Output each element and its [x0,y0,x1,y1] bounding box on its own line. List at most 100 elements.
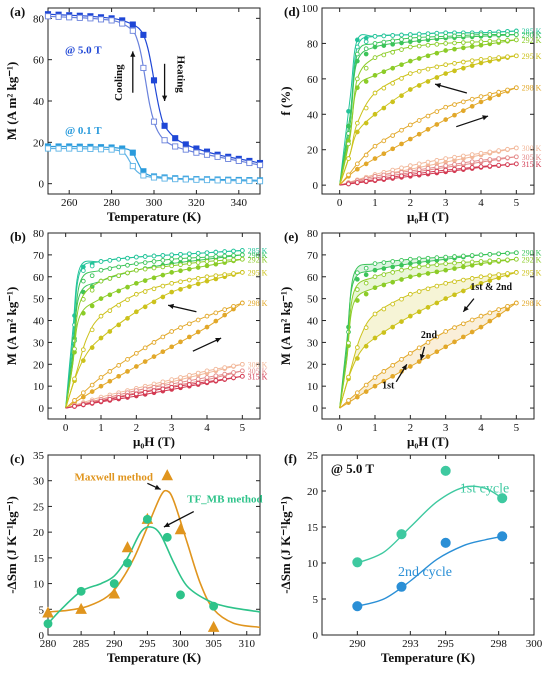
data-point-up [407,58,413,64]
data-point-down [390,80,396,86]
data-point-up [487,318,493,324]
data-point-down [443,104,449,110]
data-point-down [416,43,422,49]
data-point-up [416,272,422,278]
tfmb-point [123,558,132,568]
data-point-down [390,301,396,307]
cycle-point [440,537,451,548]
data-point-down [469,96,475,102]
panel-letter: (c) [10,451,24,466]
temperature-label: 298 K [522,299,542,308]
data-point-cooling [235,157,242,164]
y-tick-label: 35 [33,450,45,462]
data-point-up [390,264,396,270]
x-tick-label: 0 [63,422,69,434]
data-point-down [125,393,130,398]
temperature-label: 298 K [522,84,542,93]
data-point-down [204,254,210,260]
data-point-down [89,287,95,293]
data-point-down [89,400,95,406]
data-point-down [487,32,493,37]
data-point-up [407,136,413,142]
data-point-down [416,35,422,41]
maxwell-point [75,602,87,614]
data-point-down [443,167,449,173]
data-point-down [505,257,510,263]
data-point-down [239,368,245,374]
data-point-down [372,375,378,380]
data-point-down [478,259,484,264]
decrease-arrow-head [435,83,441,89]
data-point-down [89,273,95,279]
x-tick-label: 1 [372,197,378,209]
data-point-down [399,37,404,42]
cycle-fit-curve [357,535,503,607]
data-point-down [116,395,122,400]
data-point-down [478,164,484,169]
data-point-up [425,305,431,310]
x-tick-label: 340 [231,197,248,209]
data-point-cooling [44,145,52,152]
data-point-up [133,309,139,315]
x-axis-label: Temperature (K) [107,650,201,665]
second-arrow-head [419,354,425,360]
data-point-down [496,32,502,37]
data-point-down [186,277,192,283]
data-point-down [354,51,360,57]
data-point-up [478,324,484,330]
data-point-down [142,389,148,395]
data-point-down [346,172,351,178]
y-tick-label: 70 [307,250,319,262]
data-point-cooling [66,145,73,152]
legend-cycle-1: 1st cycle [460,481,509,496]
data-point-cooling [161,137,168,144]
x-axis-label: μ₀H (T) [407,434,449,449]
plot-frame [47,7,261,195]
data-point-up [169,289,175,295]
data-point-down [169,377,175,382]
temperature-label: 300 K [248,360,268,369]
data-point-down [390,174,396,180]
data-point-down [452,325,457,330]
data-point-up [399,93,404,99]
data-point-down [513,300,519,306]
cycle-point [440,465,451,476]
data-point-cooling [193,149,200,156]
x-axis-label: Temperature (K) [107,209,201,224]
data-point-down [125,270,130,276]
data-point-down [98,398,104,404]
data-point-down [381,369,387,374]
data-point-down [125,262,130,268]
data-point-up [469,329,475,335]
data-point-up [399,62,404,68]
x-tick-label: 5 [514,197,520,209]
y-tick-label: 80 [307,228,319,240]
data-point-cooling [182,176,189,183]
decrease-arrow-head [168,303,174,309]
data-point-up [107,292,113,298]
y-tick-label: 20 [307,145,319,157]
data-point-cooling [182,146,189,153]
data-point-down [513,85,519,91]
data-point-cooling [76,145,83,152]
data-point-up [160,349,166,355]
data-point-down [487,251,493,257]
data-point-down [443,329,449,334]
data-point-down [460,321,466,327]
data-point-up [416,56,422,61]
y-tick-label: 15 [33,553,45,565]
data-point-down [72,346,77,352]
temperature-label: 295 K [248,268,268,277]
data-point-down [505,32,510,37]
data-point-down [469,58,475,64]
data-point-down [160,283,166,289]
data-point-down [169,329,175,334]
data-point-down [160,334,166,340]
data-point-down [416,264,422,270]
data-point-down [416,161,422,167]
x-tick-label: 1 [98,422,104,434]
data-point-down [372,143,378,149]
x-tick-label: 2 [134,422,140,434]
data-point-up [390,373,396,379]
